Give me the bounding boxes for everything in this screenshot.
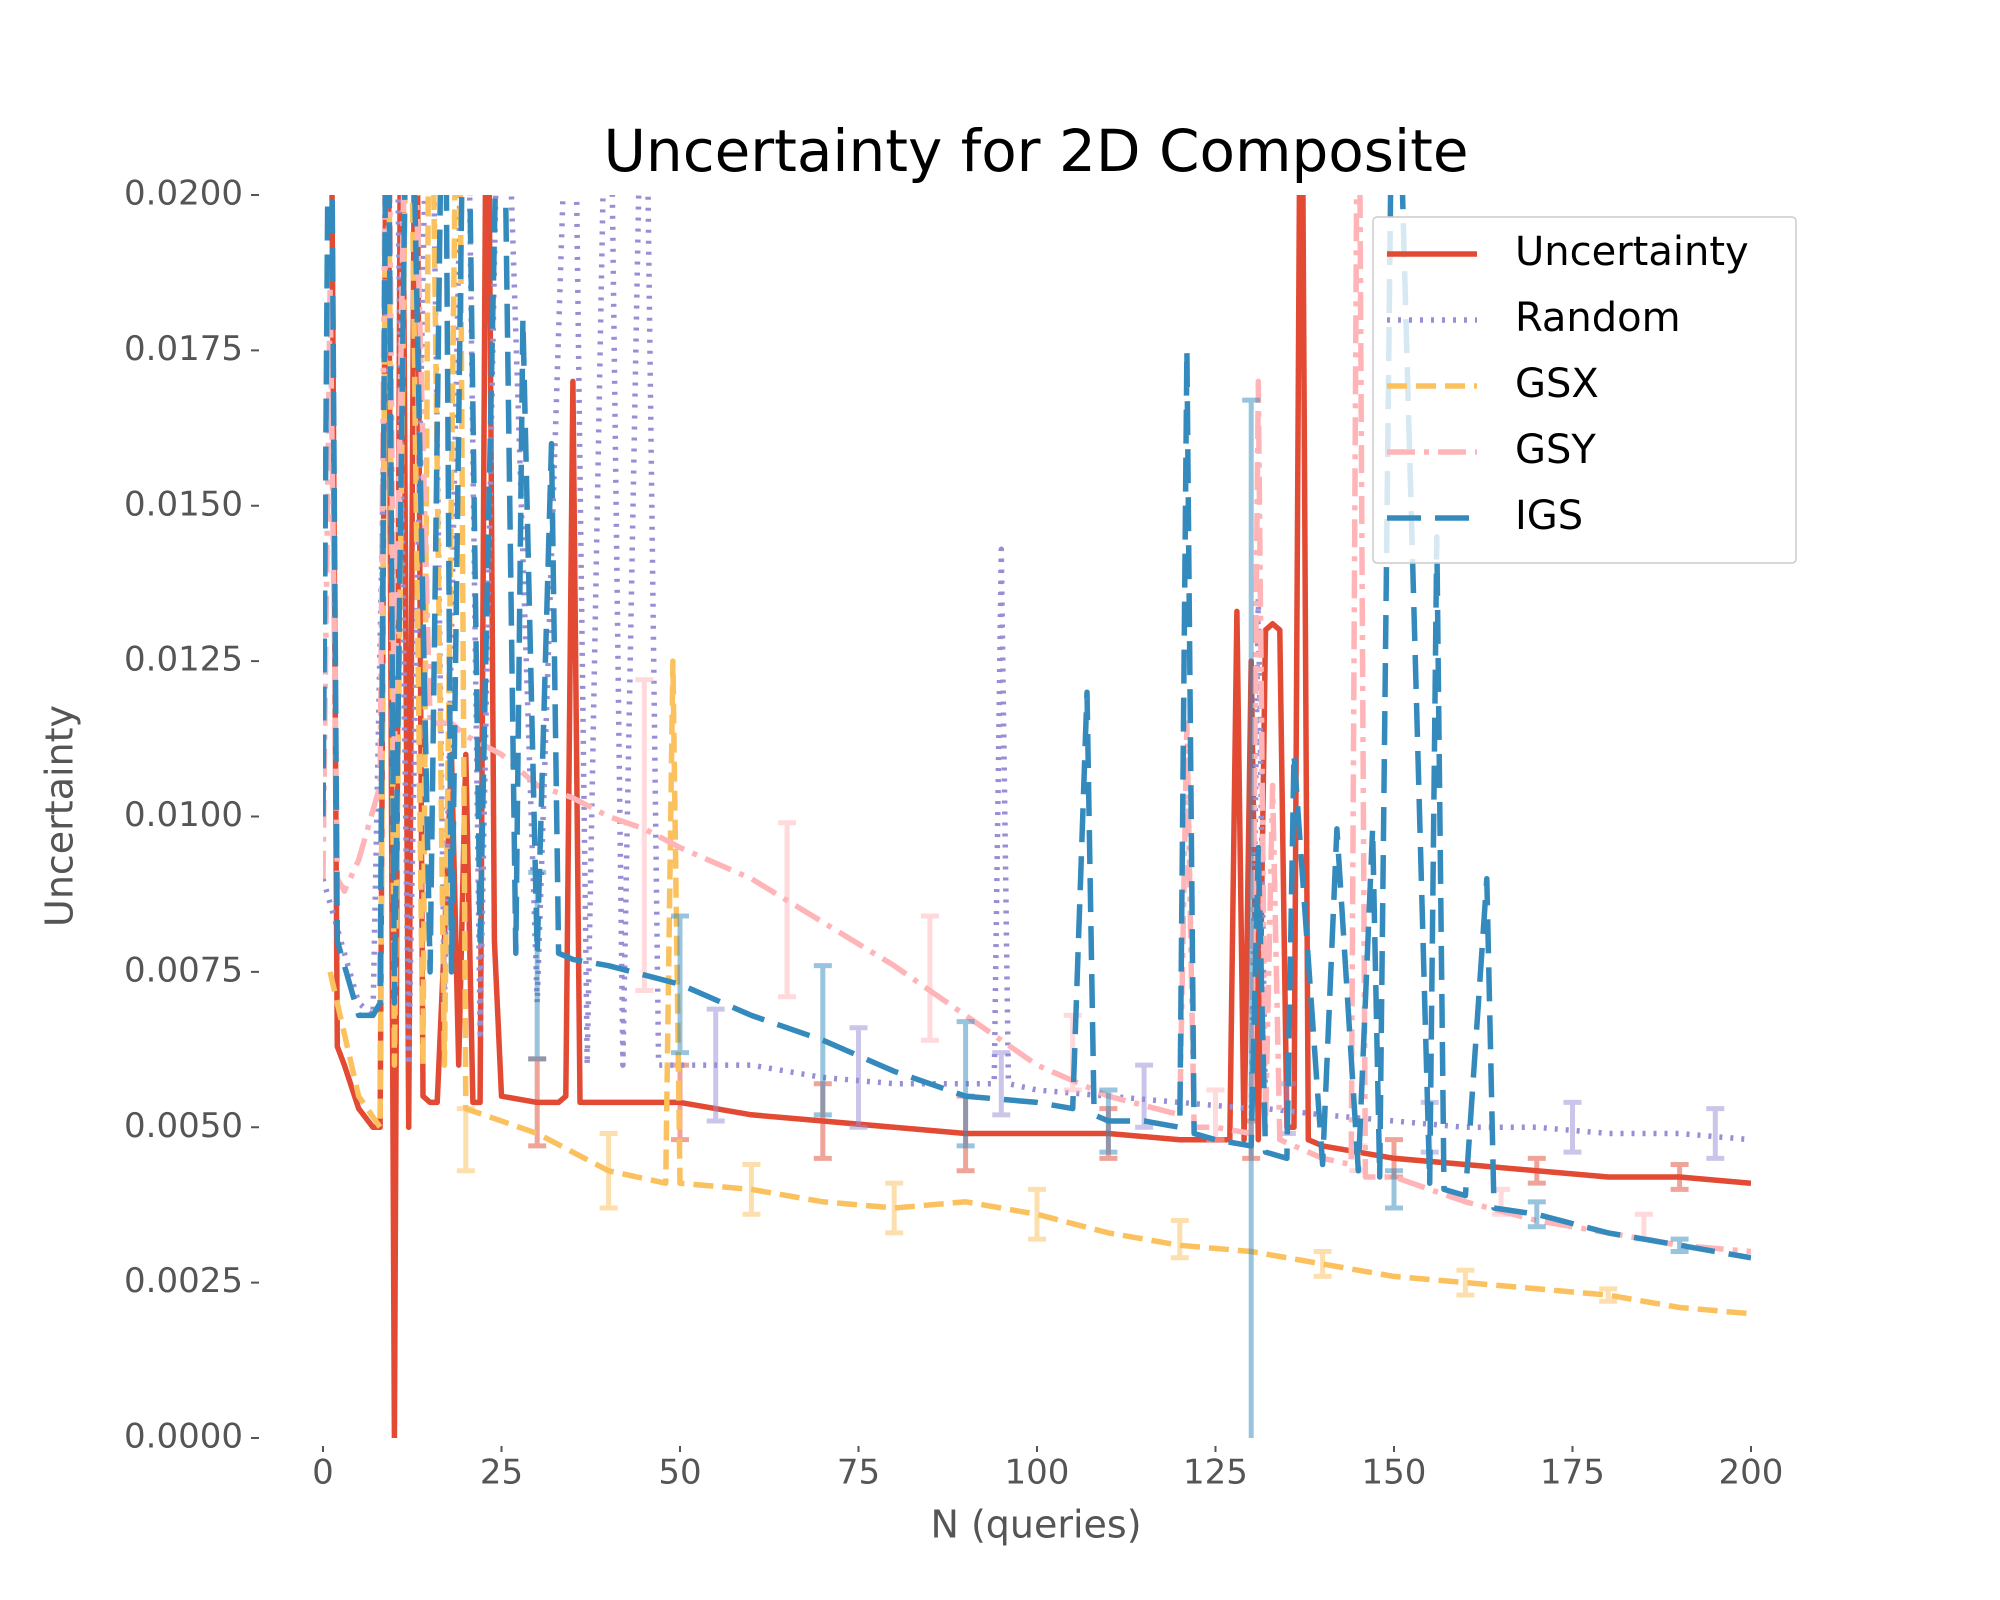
error-bar xyxy=(1599,1286,1618,1304)
plot-area xyxy=(323,195,1751,1438)
x-tick-label: 175 xyxy=(1540,1453,1605,1493)
error-bar xyxy=(1670,1236,1689,1255)
y-axis-label: Uncertainty xyxy=(38,705,82,927)
y-tick-label: 0.0175 xyxy=(124,329,243,369)
error-bar xyxy=(1706,1106,1725,1161)
error-bar xyxy=(1527,1199,1546,1230)
legend-label: Random xyxy=(1515,295,1681,341)
error-bar xyxy=(920,913,939,1043)
error-bar xyxy=(1456,1267,1475,1298)
error-bar xyxy=(992,1050,1011,1118)
x-tick-label: 0 xyxy=(312,1453,334,1493)
y-tick-label: 0.0125 xyxy=(124,640,243,680)
y-tick-label: 0.0025 xyxy=(124,1261,243,1301)
legend-label: GSY xyxy=(1515,427,1596,473)
x-tick-label: 125 xyxy=(1183,1453,1248,1493)
error-bar xyxy=(1135,1062,1154,1130)
x-tick-label: 100 xyxy=(1005,1453,1070,1493)
error-bar xyxy=(778,820,797,1000)
legend-label: IGS xyxy=(1515,493,1583,539)
y-tick-label: 0.0075 xyxy=(124,950,243,990)
error-bar xyxy=(885,1180,904,1236)
chart-title: Uncertainty for 2D Composite xyxy=(603,117,1468,185)
series-line xyxy=(329,195,1751,1438)
x-tick-label: 75 xyxy=(837,1453,880,1493)
series-line xyxy=(327,195,1751,1317)
legend-box xyxy=(1372,216,1797,564)
legend-label: GSX xyxy=(1515,361,1599,407)
x-tick-label: 50 xyxy=(658,1453,701,1493)
error-bar xyxy=(1206,1087,1225,1143)
error-bar xyxy=(1028,1186,1046,1242)
error-bar xyxy=(635,677,654,994)
error-bar xyxy=(671,913,689,1056)
error-bar xyxy=(1313,1249,1332,1279)
y-tick-label: 0.0100 xyxy=(124,795,243,835)
error-bar xyxy=(1385,1168,1403,1211)
error-bar xyxy=(849,1025,868,1130)
x-tick-label: 25 xyxy=(480,1453,523,1493)
y-tick-label: 0.0000 xyxy=(124,1417,243,1457)
error-bar xyxy=(1563,1099,1582,1155)
legend-label: Uncertainty xyxy=(1515,229,1749,275)
x-axis-label: N (queries) xyxy=(930,1503,1141,1547)
x-tick-label: 150 xyxy=(1362,1453,1427,1493)
y-tick-label: 0.0150 xyxy=(124,484,243,524)
error-bar xyxy=(956,1019,975,1149)
error-bar xyxy=(1170,1217,1189,1261)
x-tick-label: 200 xyxy=(1719,1453,1784,1493)
y-tick-label: 0.0200 xyxy=(124,174,243,214)
y-tick-label: 0.0050 xyxy=(124,1106,243,1146)
error-bar xyxy=(456,1106,475,1174)
